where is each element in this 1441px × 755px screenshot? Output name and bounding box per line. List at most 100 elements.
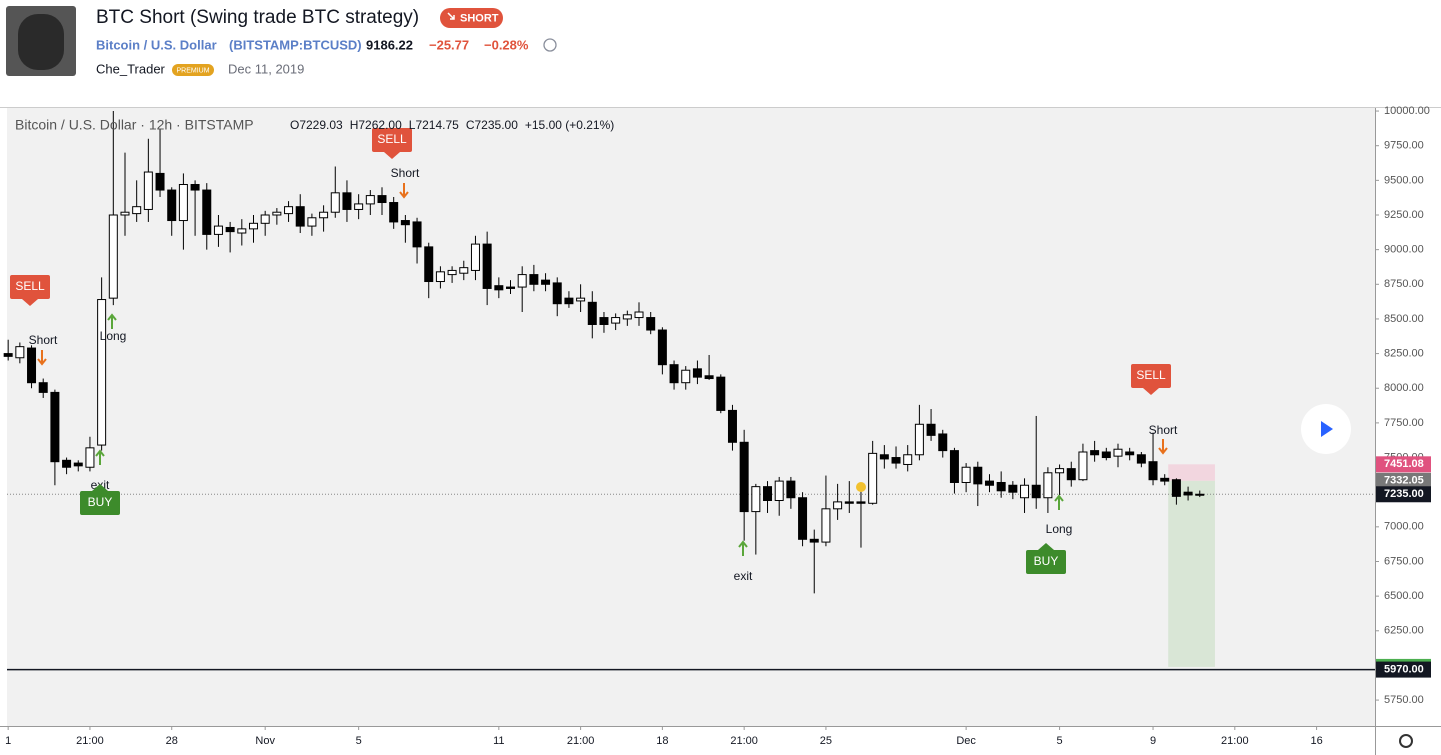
premium-text: PREMIUM [176,67,209,74]
legend-ohlc: +15.00 (+0.21%) [525,118,614,132]
candle-body [868,452,878,504]
candle-body [494,285,504,291]
candle-body [1113,448,1123,457]
signal-label: Short [29,333,58,347]
signal-flag-label: SELL [15,279,45,293]
x-tick-label: 1 [5,735,11,747]
candle-body [587,301,597,325]
candle-body [529,274,539,285]
signal-flag-label: SELL [377,132,407,146]
candle-body [1183,491,1193,496]
candle-body [1066,468,1076,481]
candle-body [15,346,25,359]
candle-body [365,195,375,205]
y-tick-label: 8500.00 [1384,313,1424,325]
y-tick-label: 5750.00 [1384,694,1424,706]
x-tick-label: 21:00 [1221,735,1249,747]
candle-body [1125,451,1135,456]
candle-body [669,364,679,384]
signal-arrow [95,449,105,465]
y-tick-label: 9500.00 [1384,174,1424,186]
author-name[interactable]: Che_Trader [96,61,166,76]
candle-body [914,423,924,456]
legend-ohlc: L7214.75 [409,118,459,132]
x-tick-label: 11 [493,735,504,747]
x-tick-label: Nov [255,735,275,747]
y-tick-label: 6750.00 [1384,555,1424,567]
candle-body [704,375,714,380]
candle-body [1136,454,1146,464]
short-badge [440,8,503,28]
candle-body [716,376,726,411]
candle-body [984,480,994,486]
candle-body [973,466,983,485]
candle-body [202,189,212,235]
signal-flag [1026,550,1066,574]
candle-body [27,347,37,384]
x-tick-label: 18 [656,735,668,747]
signal-flag [1131,364,1171,388]
signal-arrow [1158,439,1168,455]
candle-body [377,195,387,204]
replay-icon [1321,421,1333,437]
candle-body [576,297,586,302]
candle-body [833,501,843,510]
signal-flag-tip [1143,388,1159,395]
candle-body [295,206,305,227]
candle-body [611,317,621,324]
price-tag-label: 7332.05 [1384,475,1424,487]
y-tick-label: 10000.00 [1384,105,1430,117]
symbol-code[interactable]: (BITSTAMP:BTCUSD) [229,37,362,52]
candle-body [190,184,200,191]
y-tick-label: 7750.00 [1384,417,1424,429]
alarm-icon[interactable] [543,38,557,52]
candle-body [646,317,656,331]
candle-body [1101,451,1111,459]
price-tag-label: 7235.00 [1384,488,1424,500]
badge-text: SHORT [460,12,499,24]
event-marker [856,482,866,492]
candle-body [622,314,632,320]
candle-body [248,222,258,230]
price-tag-label: 7451.08 [1384,458,1424,470]
candle-body [120,211,130,216]
signal-arrow [738,540,748,556]
plot: SELLShortLongexitBUYSELLShortexitBUYLong… [3,111,1375,671]
signal-flag [372,128,412,152]
premium-badge [172,64,214,76]
candle-body [62,459,72,468]
y-tick-label: 6250.00 [1384,625,1424,637]
candle-body [412,221,422,248]
y-tick-label: 8000.00 [1384,382,1424,394]
candle-body [132,206,142,215]
signal-flag-label: BUY [88,495,113,509]
price-change: −25.77 [429,37,469,52]
candle-body [73,462,83,467]
candle-body [751,486,761,513]
chart-legend: Bitcoin / U.S. Dollar · 12h · BITSTAMP [15,117,254,133]
stop-zone [1168,464,1215,481]
price-tag [1376,486,1431,503]
candle-body [727,409,737,443]
candle-body [599,317,609,325]
candle-body [809,538,819,543]
candle-body [50,391,60,463]
target-zone [1168,480,1215,667]
settings-icon[interactable] [1399,734,1413,748]
avatar-figure [18,14,64,70]
candle-body [1055,468,1065,474]
badge-arrow [447,12,455,20]
candle-body [389,202,399,223]
candle-body [108,214,118,299]
candle-body [996,481,1006,492]
signal-flag-label: BUY [1034,554,1059,568]
candle-body [342,192,352,210]
candle-body [1043,472,1053,499]
x-tick-label: 9 [1150,735,1156,747]
signal-flag-tip [92,484,108,491]
y-tick-label: 9250.00 [1384,209,1424,221]
candle-body [213,225,223,235]
symbol-name[interactable]: Bitcoin / U.S. Dollar [96,37,217,52]
candle-body [97,299,107,446]
